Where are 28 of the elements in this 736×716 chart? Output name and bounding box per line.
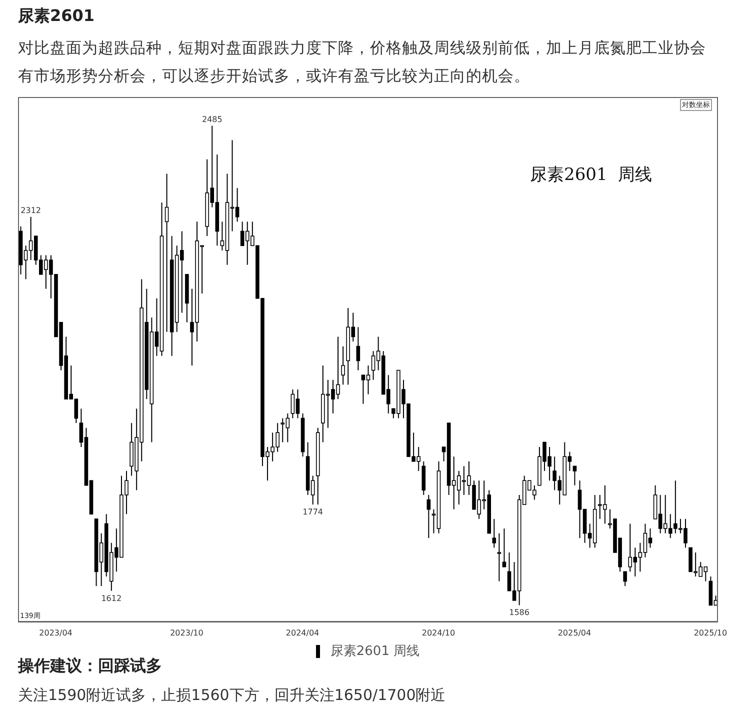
- annotation: 1612: [101, 594, 122, 603]
- annotation: 2485: [202, 114, 222, 124]
- candlestick: [497, 532, 502, 582]
- candlestick: [356, 326, 360, 371]
- candlestick: [492, 518, 496, 548]
- x-tick-label: 2023/04: [39, 628, 72, 638]
- candlestick: [708, 576, 713, 606]
- candlestick: [572, 466, 577, 486]
- candlestick: [422, 460, 426, 496]
- annotation: 1774: [302, 508, 324, 517]
- text: 操作建议：回踩试多: [18, 656, 162, 677]
- legend-label: 尿素2601 周线: [330, 643, 420, 660]
- annotation: 尿素2601 周线: [530, 164, 652, 186]
- chart-subtitle: 对比盘面为超跌品种，短期对盘面跟跌力度下降，价格触及周线级别前低，加上月底氮肥工业协会有市场形势分析会，可以逐步开始试多，或许有盈亏比较为正向的机会。: [18, 38, 707, 87]
- x-tick-label: 2024/04: [286, 628, 320, 638]
- candlestick: [341, 346, 345, 386]
- x-tick-label: 2023/10: [170, 628, 204, 638]
- candlestick: [426, 494, 431, 539]
- x-tick-label: 2025/04: [558, 628, 592, 638]
- x-tick-label: 2024/10: [422, 628, 456, 638]
- annotation: 2312: [20, 206, 42, 215]
- x-tick-label: 2025/10: [694, 628, 728, 638]
- annotation: 1586: [509, 608, 530, 618]
- candlestick: [502, 528, 506, 568]
- chart-title: 尿素2601: [18, 6, 95, 27]
- candlestick: [623, 571, 627, 587]
- text: 关注1590附近试多，止损1560下方，回升关注1650/1700附近: [18, 686, 446, 705]
- candlestick: [164, 173, 169, 332]
